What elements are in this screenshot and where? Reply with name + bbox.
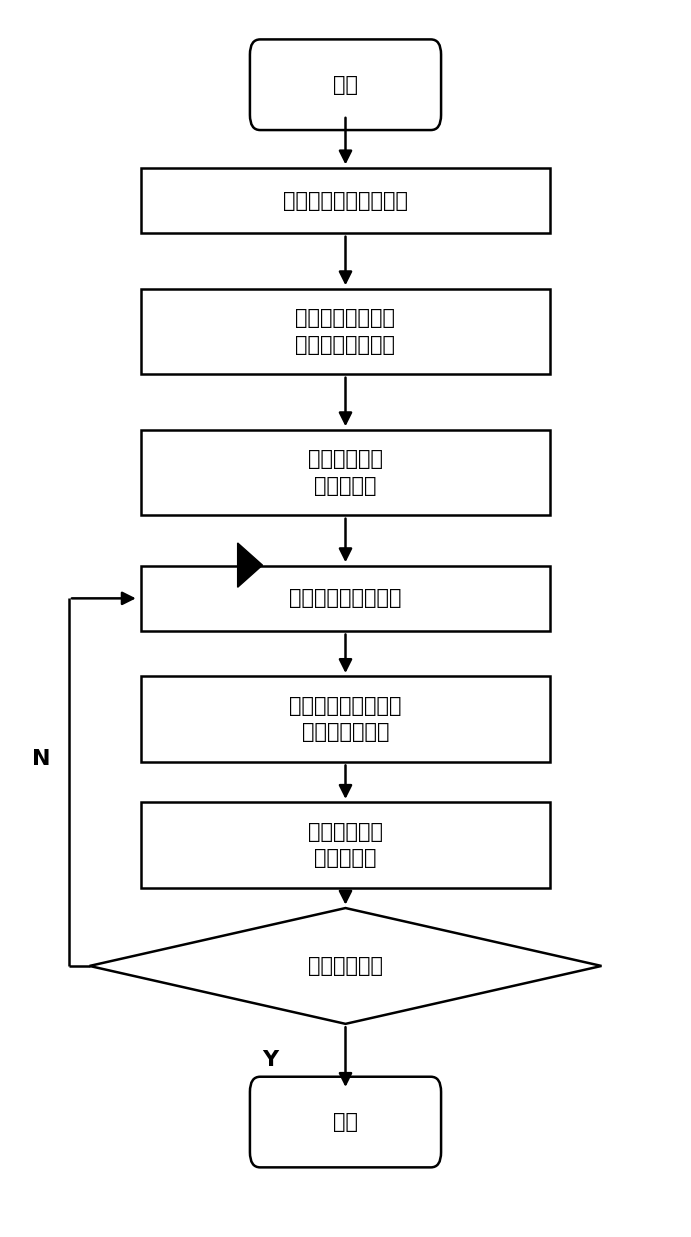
Text: 更新粒子位置和速度: 更新粒子位置和速度	[290, 589, 401, 609]
Text: 更新适应度函数，计
算个体适应度値: 更新适应度函数，计 算个体适应度値	[290, 696, 401, 742]
Bar	[141, 288, 550, 375]
Bar	[141, 168, 550, 234]
Bar	[141, 565, 550, 631]
FancyBboxPatch shape	[250, 40, 441, 130]
Polygon shape	[90, 908, 601, 1024]
Bar	[141, 429, 550, 516]
Text: 确定适应度函数，
计算个体适应度値: 确定适应度函数， 计算个体适应度値	[296, 308, 395, 355]
Bar	[141, 677, 550, 762]
Text: 开始: 开始	[333, 74, 358, 95]
Text: 初始个体最优
和全局最优: 初始个体最优 和全局最优	[308, 449, 383, 496]
Text: N: N	[32, 750, 51, 769]
Text: 更新个体最优
和全局最优: 更新个体最优 和全局最优	[308, 821, 383, 868]
Polygon shape	[238, 543, 263, 588]
Bar	[141, 803, 550, 888]
Text: 结束: 结束	[333, 1112, 358, 1132]
Text: 初始化种群、设置参数: 初始化种群、设置参数	[283, 190, 408, 210]
Text: Y: Y	[263, 1050, 278, 1070]
Text: 满足终止条件: 满足终止条件	[308, 956, 383, 976]
FancyBboxPatch shape	[250, 1076, 441, 1168]
